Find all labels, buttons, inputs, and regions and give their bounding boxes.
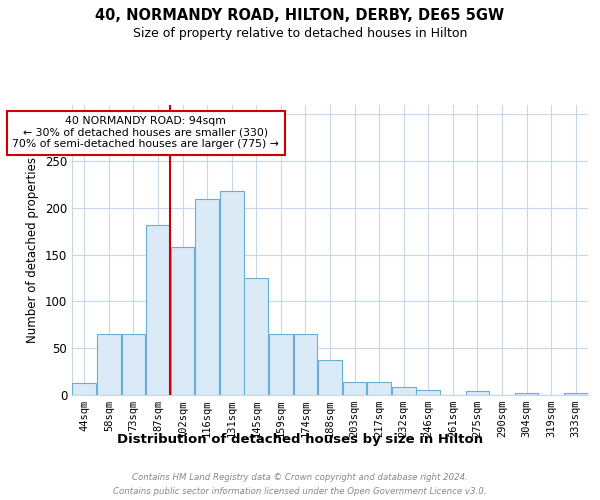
Bar: [343, 382, 367, 395]
Bar: [146, 224, 170, 395]
Bar: [367, 382, 391, 395]
Bar: [122, 334, 145, 395]
Bar: [220, 191, 244, 395]
Bar: [466, 392, 490, 395]
Text: 40, NORMANDY ROAD, HILTON, DERBY, DE65 5GW: 40, NORMANDY ROAD, HILTON, DERBY, DE65 5…: [95, 8, 505, 22]
Bar: [564, 393, 587, 395]
Text: Contains HM Land Registry data © Crown copyright and database right 2024.: Contains HM Land Registry data © Crown c…: [132, 472, 468, 482]
Bar: [73, 383, 96, 395]
Text: Size of property relative to detached houses in Hilton: Size of property relative to detached ho…: [133, 28, 467, 40]
Bar: [269, 334, 293, 395]
Bar: [97, 334, 121, 395]
Bar: [392, 386, 416, 395]
Bar: [195, 198, 219, 395]
Text: Contains public sector information licensed under the Open Government Licence v3: Contains public sector information licen…: [113, 488, 487, 496]
Bar: [293, 334, 317, 395]
Bar: [515, 393, 538, 395]
Bar: [416, 390, 440, 395]
Y-axis label: Number of detached properties: Number of detached properties: [26, 157, 40, 343]
Text: 40 NORMANDY ROAD: 94sqm
← 30% of detached houses are smaller (330)
70% of semi-d: 40 NORMANDY ROAD: 94sqm ← 30% of detache…: [12, 116, 279, 150]
Bar: [170, 247, 194, 395]
Text: Distribution of detached houses by size in Hilton: Distribution of detached houses by size …: [117, 432, 483, 446]
Bar: [244, 278, 268, 395]
Bar: [318, 360, 342, 395]
